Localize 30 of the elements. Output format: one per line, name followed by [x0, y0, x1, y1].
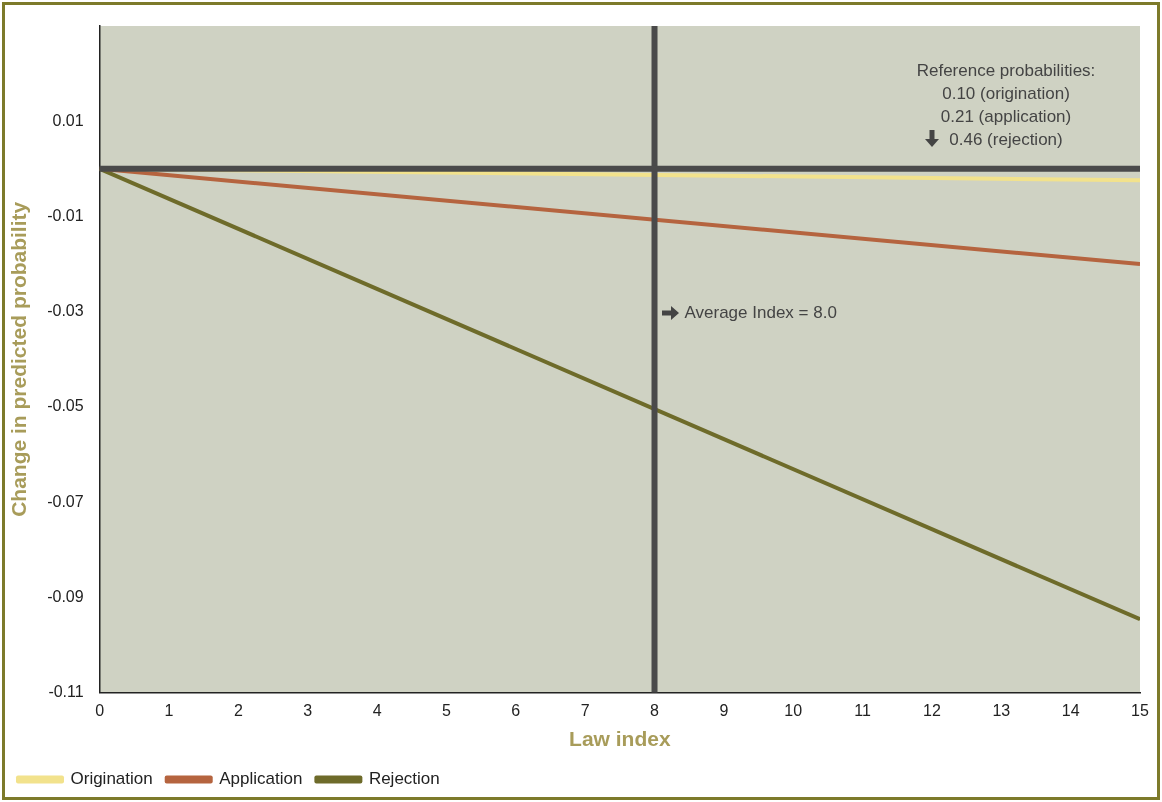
annotation: Reference probabilities: 0.10 (origination) 0.21 (application) 0.46 (rejection) [916, 60, 1096, 149]
y-tick-label: -0.11 [48, 683, 84, 701]
x-tick-label: 5 [441, 701, 451, 719]
x-tick-label: 11 [854, 701, 871, 719]
x-tick-label: 14 [1061, 701, 1080, 719]
x-tick-label: 10 [784, 701, 803, 719]
legend-label: Application [219, 769, 303, 789]
y-tick-label: -0.05 [47, 397, 84, 415]
x-tick-label: 6 [511, 701, 521, 719]
x-tick-label: 12 [923, 701, 941, 719]
x-tick-label: 4 [372, 701, 382, 719]
y-axis-title: Change in predicted probability [7, 201, 31, 517]
y-tick-label: -0.07 [47, 492, 84, 510]
x-tick-label: 0 [95, 701, 105, 719]
y-tick-label: -0.03 [47, 302, 84, 320]
y-tick-label: -0.01 [47, 206, 84, 224]
ref-line-label: Average Index = 8.0 [684, 302, 837, 322]
x-tick-label: 3 [303, 701, 313, 719]
x-axis-title: Law index [569, 727, 671, 751]
legend-label: Origination [70, 769, 153, 789]
x-tick-label: 1 [164, 701, 174, 719]
x-tick-label: 8 [650, 701, 660, 719]
x-tick-label: 15 [1131, 701, 1149, 719]
y-tick-label: -0.09 [47, 587, 84, 605]
y-tick-label: 0.01 [52, 111, 84, 129]
legend-label: Rejection [368, 769, 440, 789]
x-tick-label: 13 [992, 701, 1011, 719]
x-tick-label: 9 [719, 701, 729, 719]
x-tick-label: 2 [233, 701, 243, 719]
x-tick-label: 7 [580, 701, 590, 719]
